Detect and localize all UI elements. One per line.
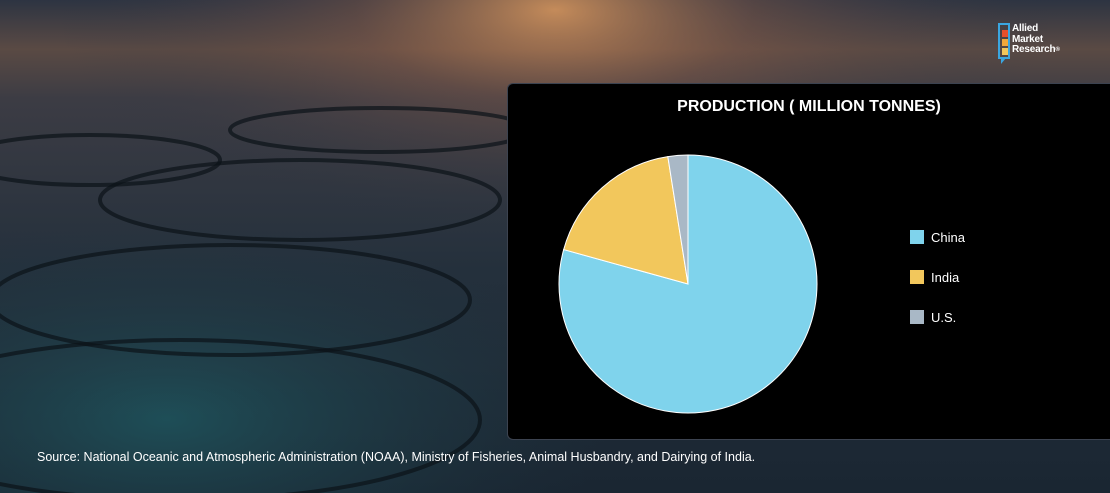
chart-legend: China India U.S.: [910, 227, 965, 347]
legend-swatch-india: [910, 270, 924, 284]
legend-item-us: U.S.: [910, 307, 965, 327]
legend-label-india: India: [931, 269, 960, 285]
source-note: Source: National Oceanic and Atmospheric…: [37, 450, 756, 464]
allied-market-research-logo: Allied Market Research®: [998, 22, 1098, 68]
chart-title: PRODUCTION ( MILLION TONNES): [677, 98, 941, 115]
allied-market-research-logo-icon: [998, 23, 1010, 64]
legend-swatch-us: [910, 310, 924, 324]
logo-line-market: Market: [1012, 33, 1044, 45]
legend-label-china: China: [931, 229, 965, 245]
logo-line-allied: Allied: [1012, 23, 1039, 34]
logo-registered-mark: ®: [1055, 47, 1060, 53]
legend-label-us: U.S.: [931, 309, 957, 325]
legend-swatch-china: [910, 230, 924, 244]
pie-slice-india: [563, 156, 689, 285]
pie-slice-us: [667, 154, 689, 285]
chart-panel: PRODUCTION ( MILLION TONNES) China India…: [507, 83, 1110, 440]
pie-chart: [558, 154, 818, 414]
legend-item-india: India: [910, 267, 965, 287]
logo-line-research: Research: [1012, 44, 1056, 55]
legend-item-china: China: [910, 227, 965, 247]
